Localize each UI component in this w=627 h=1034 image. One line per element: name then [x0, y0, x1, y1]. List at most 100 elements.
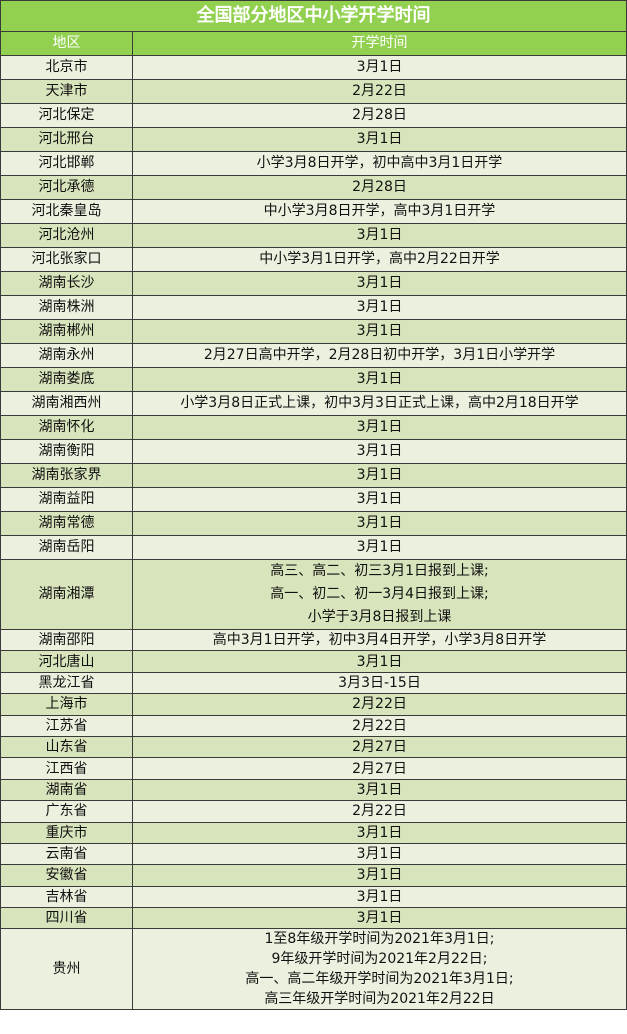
time-cell: 2月22日 — [132, 79, 627, 104]
time-text: 3月1日 — [356, 846, 403, 863]
time-cell: 2月22日 — [132, 693, 627, 716]
region-cell: 贵州 — [0, 928, 133, 1011]
table-row: 吉林省 3月1日 — [0, 885, 627, 909]
time-cell: 中小学3月1日开学，高中2月22日开学 — [132, 247, 627, 272]
region-cell: 安徽省 — [0, 864, 133, 887]
time-cell: 3月1日 — [132, 295, 627, 320]
table-row: 湖南湘潭 高三、高二、初三3月1日报到上课; 高一、初二、初一3月4日报到上课; 小学… — [0, 559, 627, 630]
time-cell: 3月1日 — [132, 650, 627, 673]
time-cell: 3月3日-15日 — [132, 671, 627, 695]
region-cell: 河北保定 — [0, 103, 133, 128]
table-row: 湖南益阳 3月1日 — [0, 487, 627, 512]
time-text: 3月1日 — [356, 323, 403, 339]
time-cell: 3月1日 — [132, 821, 627, 844]
time-text: 3月1日 — [356, 539, 403, 555]
table-row: 湖南永州 2月27日高中开学，2月28日初中开学，3月1日小学开学 — [0, 343, 627, 368]
time-text: 3月1日 — [356, 227, 403, 243]
time-text: 3月1日 — [356, 299, 403, 315]
time-cell: 3月1日 — [132, 223, 627, 248]
table-row: 江苏省 2月22日 — [0, 714, 627, 737]
region-cell: 重庆市 — [0, 821, 133, 844]
region-cell: 广东省 — [0, 800, 133, 823]
time-cell: 2月22日 — [132, 800, 627, 823]
table-row: 湖南岳阳 3月1日 — [0, 535, 627, 560]
table-row: 广东省 2月22日 — [0, 800, 627, 823]
time-cell: 2月28日 — [132, 175, 627, 200]
region-cell: 湖南岳阳 — [0, 535, 133, 560]
time-text: 3月1日 — [356, 491, 403, 507]
time-text: 9年级开学时间为2021年2月22日; — [271, 951, 488, 968]
time-text: 3月1日 — [356, 443, 403, 459]
time-cell: 中小学3月8日开学，高中3月1日开学 — [132, 199, 627, 224]
table-row: 湖南常德 3月1日 — [0, 511, 627, 536]
region-cell: 湖南永州 — [0, 343, 133, 368]
time-text: 3月1日 — [356, 467, 403, 483]
time-text: 2月27日高中开学，2月28日初中开学，3月1日小学开学 — [203, 347, 556, 363]
table-row: 湖南邵阳 高中3月1日开学，初中3月4日开学，小学3月8日开学 — [0, 628, 627, 652]
region-cell: 云南省 — [0, 842, 133, 866]
region-cell: 天津市 — [0, 79, 133, 104]
time-text: 3月1日 — [356, 275, 403, 291]
table-row: 重庆市 3月1日 — [0, 821, 627, 844]
table-title-row: 全国部分地区中小学开学时间 — [0, 0, 627, 32]
time-cell: 小学3月8日正式上课，初中3月3日正式上课，高中2月18日开学 — [132, 391, 627, 416]
time-text: 2月22日 — [352, 696, 407, 713]
table-row: 湖南长沙 3月1日 — [0, 271, 627, 296]
time-cell: 3月1日 — [132, 127, 627, 152]
time-cell: 3月1日 — [132, 907, 627, 930]
time-text: 3月1日 — [356, 419, 403, 435]
table-row: 湖南娄底 3月1日 — [0, 367, 627, 392]
table-row: 河北唐山 3月1日 — [0, 650, 627, 673]
region-cell: 湖南常德 — [0, 511, 133, 536]
time-text: 小学于3月8日报到上课 — [307, 609, 452, 625]
time-text: 1至8年级开学时间为2021年3月1日; — [264, 931, 495, 948]
time-text: 3月3日-15日 — [338, 674, 421, 691]
time-text: 小学3月8日正式上课，初中3月3日正式上课，高中2月18日开学 — [180, 395, 579, 411]
time-text: 小学3月8日开学，初中高中3月1日开学 — [256, 155, 503, 171]
time-text: 3月1日 — [356, 59, 403, 75]
table-row: 四川省 3月1日 — [0, 907, 627, 930]
region-cell: 河北承德 — [0, 175, 133, 200]
table-row: 北京市 3月1日 — [0, 55, 627, 80]
time-text: 中小学3月8日开学，高中3月1日开学 — [263, 203, 496, 219]
time-text: 高一、初二、初一3月4日报到上课; — [270, 586, 489, 602]
time-cell: 高中3月1日开学，初中3月4日开学，小学3月8日开学 — [132, 628, 627, 652]
time-cell: 3月1日 — [132, 778, 627, 802]
table-row: 山东省 2月27日 — [0, 735, 627, 759]
table-row: 湖南怀化 3月1日 — [0, 415, 627, 440]
region-cell: 四川省 — [0, 907, 133, 930]
time-cell: 3月1日 — [132, 487, 627, 512]
time-text: 3月1日 — [356, 131, 403, 147]
time-text: 3月1日 — [356, 888, 403, 905]
time-cell: 高三、高二、初三3月1日报到上课; 高一、初二、初一3月4日报到上课; 小学于3月8… — [132, 559, 627, 630]
time-text: 3月1日 — [356, 867, 403, 884]
table-row: 河北邯郸 小学3月8日开学，初中高中3月1日开学 — [0, 151, 627, 176]
time-cell: 3月1日 — [132, 511, 627, 536]
time-text: 2月22日 — [352, 803, 407, 820]
time-text: 高三、高二、初三3月1日报到上课; — [270, 563, 489, 579]
time-cell: 3月1日 — [132, 439, 627, 464]
time-cell: 3月1日 — [132, 319, 627, 344]
region-cell: 湖南省 — [0, 778, 133, 802]
table-row: 湖南株洲 3月1日 — [0, 295, 627, 320]
region-cell: 河北唐山 — [0, 650, 133, 673]
table-row: 河北秦皇岛 中小学3月8日开学，高中3月1日开学 — [0, 199, 627, 224]
region-cell: 吉林省 — [0, 885, 133, 909]
time-cell: 3月1日 — [132, 842, 627, 866]
time-cell: 3月1日 — [132, 463, 627, 488]
table-row: 湖南衡阳 3月1日 — [0, 439, 627, 464]
region-cell: 湖南长沙 — [0, 271, 133, 296]
table-row: 湖南张家界 3月1日 — [0, 463, 627, 488]
time-cell: 3月1日 — [132, 271, 627, 296]
region-cell: 河北张家口 — [0, 247, 133, 272]
time-cell: 2月28日 — [132, 103, 627, 128]
table-row: 贵州 1至8年级开学时间为2021年3月1日; 9年级开学时间为2021年2月22日… — [0, 928, 627, 1011]
region-cell: 黑龙江省 — [0, 671, 133, 695]
table-row: 上海市 2月22日 — [0, 693, 627, 716]
time-cell: 1至8年级开学时间为2021年3月1日; 9年级开学时间为2021年2月22日; 高… — [132, 928, 627, 1011]
header-row: 地区 开学时间 — [0, 31, 627, 56]
table-row: 湖南湘西州 小学3月8日正式上课，初中3月3日正式上课，高中2月18日开学 — [0, 391, 627, 416]
school-opening-table: 全国部分地区中小学开学时间 地区 开学时间 北京市 3月1日 天津市 2月22日 河北保… — [0, 0, 627, 1011]
region-cell: 江苏省 — [0, 714, 133, 737]
region-cell: 上海市 — [0, 693, 133, 716]
